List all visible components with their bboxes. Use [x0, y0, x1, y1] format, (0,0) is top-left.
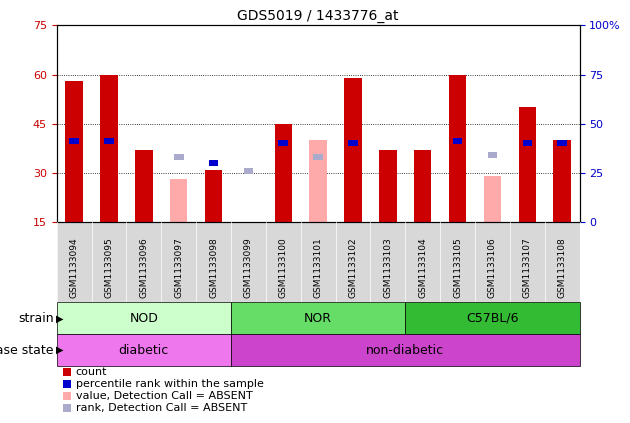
Bar — [558, 140, 567, 146]
Bar — [379, 150, 396, 222]
Bar — [275, 124, 292, 222]
Bar — [414, 150, 432, 222]
Text: percentile rank within the sample: percentile rank within the sample — [76, 379, 263, 389]
Text: GSM1133103: GSM1133103 — [384, 237, 392, 298]
Text: GSM1133099: GSM1133099 — [244, 237, 253, 298]
Bar — [522, 140, 532, 146]
Bar — [69, 138, 79, 144]
Text: GSM1133098: GSM1133098 — [209, 237, 218, 298]
Bar — [209, 160, 219, 166]
Bar — [518, 107, 536, 222]
Text: GSM1133100: GSM1133100 — [279, 237, 288, 298]
Bar — [309, 140, 327, 222]
Bar — [553, 140, 571, 222]
Title: GDS5019 / 1433776_at: GDS5019 / 1433776_at — [238, 9, 399, 23]
Bar — [135, 150, 152, 222]
Text: GSM1133095: GSM1133095 — [105, 237, 113, 298]
Text: C57BL/6: C57BL/6 — [466, 312, 518, 325]
Bar — [205, 170, 222, 222]
Text: GSM1133102: GSM1133102 — [348, 238, 357, 298]
Text: GSM1133108: GSM1133108 — [558, 237, 566, 298]
Bar — [453, 138, 462, 144]
Text: GSM1133105: GSM1133105 — [453, 237, 462, 298]
Text: GSM1133104: GSM1133104 — [418, 238, 427, 298]
Text: non-diabetic: non-diabetic — [366, 343, 444, 357]
Text: value, Detection Call = ABSENT: value, Detection Call = ABSENT — [76, 391, 253, 401]
Text: strain: strain — [18, 312, 54, 325]
Bar — [348, 140, 358, 146]
Bar — [244, 168, 253, 174]
Text: GSM1133101: GSM1133101 — [314, 237, 323, 298]
Text: GSM1133094: GSM1133094 — [70, 238, 79, 298]
Text: GSM1133097: GSM1133097 — [175, 237, 183, 298]
Bar — [104, 138, 114, 144]
Bar — [278, 140, 288, 146]
Bar — [344, 78, 362, 222]
Bar — [484, 176, 501, 222]
Bar — [100, 74, 118, 222]
Text: NOR: NOR — [304, 312, 332, 325]
Bar — [174, 154, 183, 160]
Text: ▶: ▶ — [56, 345, 64, 355]
Bar — [488, 152, 497, 158]
Text: rank, Detection Call = ABSENT: rank, Detection Call = ABSENT — [76, 403, 247, 413]
Text: NOD: NOD — [129, 312, 158, 325]
Bar — [66, 81, 83, 222]
Text: GSM1133096: GSM1133096 — [139, 237, 148, 298]
Bar — [313, 154, 323, 160]
Text: GSM1133107: GSM1133107 — [523, 237, 532, 298]
Text: ▶: ▶ — [56, 313, 64, 323]
Text: GSM1133106: GSM1133106 — [488, 237, 497, 298]
Text: diabetic: diabetic — [118, 343, 169, 357]
Bar — [170, 179, 187, 222]
Text: disease state: disease state — [0, 343, 54, 357]
Bar — [449, 74, 466, 222]
Text: count: count — [76, 367, 107, 377]
